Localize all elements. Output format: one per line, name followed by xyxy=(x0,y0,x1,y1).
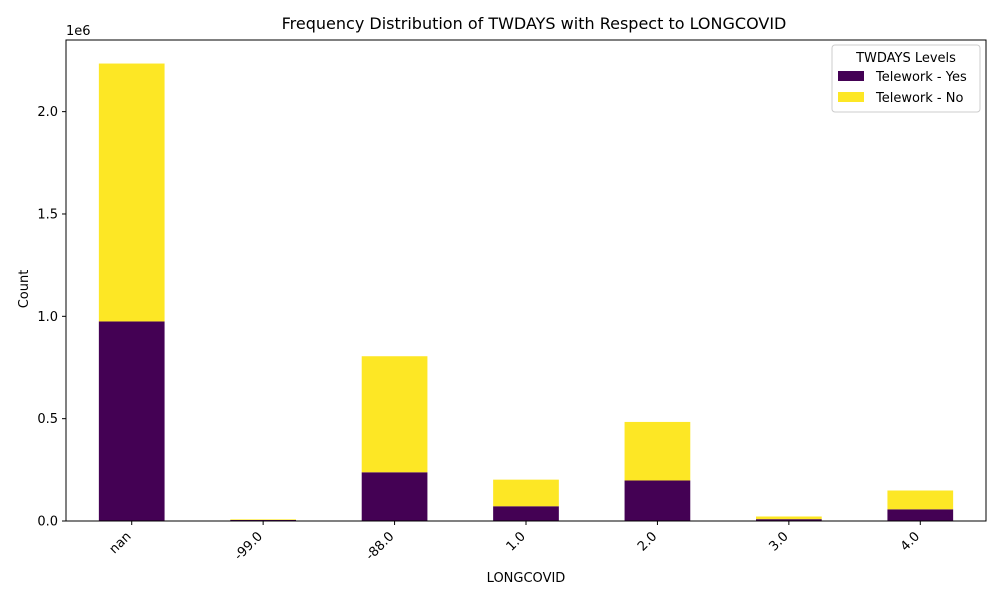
legend-label-yes: Telework - Yes xyxy=(875,70,967,85)
y-axis-title: Count xyxy=(17,270,32,309)
x-tick-label: 2.0 xyxy=(635,529,660,554)
x-axis-title: LONGCOVID xyxy=(487,571,566,586)
x-tick-label: -99.0 xyxy=(232,529,266,563)
chart-title: Frequency Distribution of TWDAYS with Re… xyxy=(282,14,787,33)
bar-yes-3 xyxy=(493,506,559,521)
bar-yes-1 xyxy=(230,519,296,521)
y-tick-label: 1.5 xyxy=(37,207,58,222)
legend-swatch-no xyxy=(838,92,864,102)
y-offset-label: 1e6 xyxy=(66,24,91,39)
plot-frame xyxy=(65,39,987,522)
x-tick-label: 3.0 xyxy=(766,529,791,554)
bar-yes-6 xyxy=(887,509,954,521)
bar-no-6 xyxy=(887,490,954,510)
legend: TWDAYS Levels Telework - Yes Telework - N… xyxy=(831,44,981,113)
legend-swatch-yes xyxy=(838,71,864,81)
x-tick-label: nan xyxy=(107,529,135,557)
bar-no-1 xyxy=(230,519,296,520)
bar-yes-0 xyxy=(98,321,165,521)
bar-no-4 xyxy=(624,421,691,481)
x-tick-label: 4.0 xyxy=(898,529,923,554)
y-ticks-group: 0.0 0.5 1.0 1.5 2.0 xyxy=(37,105,66,530)
y-tick-label: 0.0 xyxy=(37,515,58,530)
bar-yes-2 xyxy=(361,472,428,521)
bar-no-5 xyxy=(756,516,822,520)
legend-label-no: Telework - No xyxy=(875,91,963,106)
bar-no-0 xyxy=(98,63,165,322)
x-tick-label: 1.0 xyxy=(504,529,529,554)
bars-group xyxy=(98,63,954,521)
legend-title: TWDAYS Levels xyxy=(855,51,956,66)
y-tick-label: 0.5 xyxy=(37,412,58,427)
x-ticks-group: nan -99.0 -88.0 1.0 2.0 3.0 4.0 xyxy=(107,521,923,564)
bar-yes-4 xyxy=(624,480,691,521)
bar-no-2 xyxy=(361,356,428,473)
y-tick-label: 2.0 xyxy=(37,105,58,120)
y-tick-label: 1.0 xyxy=(37,310,58,325)
x-tick-label: -88.0 xyxy=(363,529,397,563)
bar-no-3 xyxy=(493,479,559,507)
bar-yes-5 xyxy=(756,519,822,521)
legend-box xyxy=(831,44,981,113)
